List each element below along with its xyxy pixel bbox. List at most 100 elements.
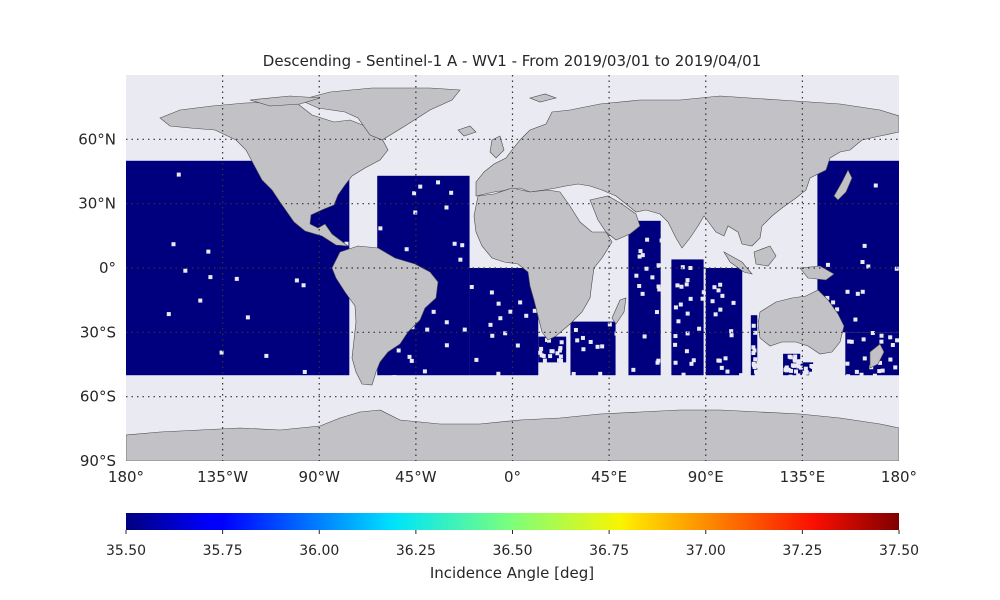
- coverage-gap: [710, 299, 715, 304]
- coverage-gap: [685, 331, 690, 336]
- coverage-gap: [729, 329, 734, 334]
- coverage-gap: [650, 275, 655, 280]
- coverage-gap: [404, 247, 409, 252]
- coverage-gap: [873, 183, 878, 188]
- colorbar-tick-label: 37.50: [879, 543, 919, 559]
- coverage-gap: [866, 264, 871, 269]
- coverage-gap: [176, 172, 181, 177]
- coverage-gap: [659, 238, 664, 243]
- coverage-gap: [496, 301, 501, 306]
- coverage-gap: [849, 339, 854, 344]
- coverage-gap: [802, 370, 807, 375]
- coverage-gap: [893, 365, 898, 370]
- coverage-gap: [796, 359, 801, 364]
- coverage-gap: [789, 368, 794, 373]
- madagascar-land: [611, 297, 627, 325]
- coverage-gap: [542, 358, 547, 363]
- coverage-gap: [784, 368, 789, 373]
- coverage-gap: [872, 373, 877, 378]
- colorbar-tick-label: 36.50: [492, 543, 532, 559]
- longitude-labels: 180° 135°W 90°W 45°W 0° 45°E 90°E 135°E 180°: [108, 468, 917, 486]
- south-america-land: [331, 245, 439, 386]
- coverage-gap: [835, 307, 840, 312]
- colorbar-tick-label: 37.00: [686, 543, 726, 559]
- coverage-gap: [396, 348, 401, 353]
- lat-tick-label: 60°S: [80, 388, 116, 406]
- coverage-gap: [638, 249, 643, 254]
- coverage-gap: [680, 265, 685, 270]
- coverage-swath: [469, 268, 539, 376]
- coverage-gap: [549, 349, 554, 354]
- coverage-gap: [558, 354, 563, 359]
- lon-tick-label: 90°W: [299, 468, 341, 486]
- coverage-gap: [656, 263, 661, 268]
- coverage-gap: [812, 373, 817, 378]
- new-zealand-land: [869, 343, 885, 369]
- coverage-gap: [444, 343, 449, 348]
- uk-land: [489, 135, 505, 159]
- coverage-gap: [171, 242, 176, 247]
- graticule: [126, 75, 899, 461]
- iceland-land: [457, 125, 477, 137]
- australia-land: [757, 289, 845, 355]
- coverage-gap: [720, 293, 725, 298]
- coverage-gap: [846, 374, 851, 379]
- arctic-islands-land: [249, 95, 321, 107]
- coverage-gap: [845, 289, 850, 294]
- coverage-gap: [407, 354, 412, 359]
- coverage-gap: [718, 307, 723, 312]
- coverage-gap: [198, 298, 203, 303]
- coverage-gap: [637, 254, 642, 259]
- chart-title: Descending - Sentinel-1 A - WV1 - From 2…: [263, 52, 761, 70]
- colorbar-tick-label: 35.75: [203, 543, 243, 559]
- coverage-swath: [570, 321, 616, 376]
- coverage-gap: [539, 346, 544, 351]
- coverage-gap: [862, 243, 867, 248]
- coverage-gap: [474, 357, 479, 362]
- coverage-swath: [671, 259, 704, 376]
- coverage-gap: [689, 361, 694, 366]
- coverage-gap: [673, 334, 678, 339]
- coverage-gap: [700, 296, 705, 301]
- coverage-gap: [634, 273, 639, 278]
- coverage-gap: [469, 284, 474, 289]
- coverage-gap: [655, 360, 660, 365]
- coverage-gap: [679, 284, 684, 289]
- coverage-gap: [719, 365, 724, 370]
- coverage-gap: [675, 283, 680, 288]
- coverage-gap: [412, 191, 417, 196]
- lat-tick-label: 30°S: [80, 323, 116, 341]
- coverage-gap: [515, 343, 520, 348]
- coverage-gap: [877, 369, 882, 374]
- coverage-gap: [678, 302, 683, 307]
- coverage-gap: [860, 260, 865, 265]
- coverage-gap: [796, 373, 801, 378]
- coverage-gap: [713, 312, 718, 317]
- coverage-gap: [208, 275, 213, 280]
- coverage-gap: [739, 373, 744, 378]
- coverage-gap: [685, 278, 690, 283]
- coverage-gap: [413, 210, 418, 215]
- colorbar-tick-label: 36.75: [589, 543, 629, 559]
- lon-tick-label: 0°: [504, 468, 521, 486]
- coverage-gap: [644, 266, 649, 271]
- coverage-gap: [825, 262, 830, 267]
- coverage-gap: [498, 316, 503, 321]
- coverage-gap: [598, 371, 603, 376]
- coverage-gap: [751, 351, 756, 356]
- coverage-gap: [810, 364, 815, 369]
- lat-tick-label: 30°N: [78, 195, 116, 213]
- coverage-gap: [444, 320, 449, 325]
- coverage-gap: [538, 350, 543, 355]
- coverage-gap: [532, 308, 537, 313]
- japan-land: [833, 169, 853, 201]
- coverage-gap: [729, 333, 734, 338]
- greenland-land: [299, 87, 461, 141]
- coverage-gap: [894, 266, 899, 271]
- colorbar-tick-label: 36.25: [396, 543, 436, 559]
- colorbar-label: Incidence Angle [deg]: [430, 564, 594, 582]
- coverage-gap: [888, 357, 893, 362]
- coverage-gap: [788, 355, 793, 360]
- lat-tick-label: 90°S: [80, 452, 116, 470]
- lon-tick-label: 180°: [881, 468, 917, 486]
